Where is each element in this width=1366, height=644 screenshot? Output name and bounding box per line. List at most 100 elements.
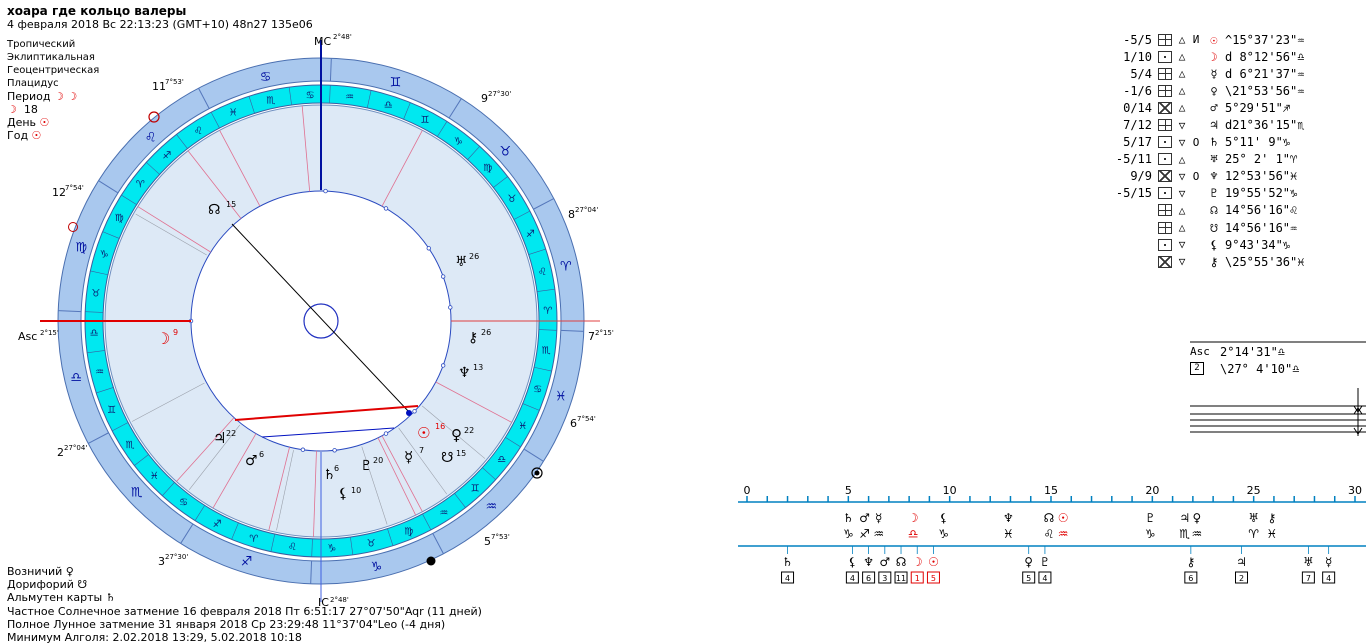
planet-icon: ☋	[1210, 220, 1218, 235]
chiron-icon: ⚷	[468, 330, 478, 346]
sun-icon: ☉	[31, 129, 42, 142]
house-box	[862, 571, 876, 584]
aspect-box-icon	[1158, 187, 1172, 200]
triangle-icon: △	[1178, 101, 1186, 115]
house-9-number: 9	[481, 92, 488, 105]
ruler-tick-label: 30	[1348, 484, 1362, 497]
position-value: d 6°21'37"	[1225, 66, 1298, 81]
day-row: День ☉	[7, 116, 99, 129]
pluto-icon: ♇	[360, 458, 373, 474]
settings-block: Тропический Эклиптикальная Геоцентрическ…	[7, 38, 99, 142]
house-2-row: 2 \27° 4'10" ♎	[1190, 360, 1299, 377]
decan-glyph-icon: ♋	[533, 384, 542, 395]
ruler-planet-icon: ☊	[1044, 511, 1055, 525]
chart-title: хоара где кольцо валеры	[7, 4, 187, 18]
sign-glyph-icon: ♐	[241, 555, 253, 570]
decan-glyph-icon: ♈	[543, 306, 552, 317]
asc-position: 2°14'31"	[1220, 344, 1278, 359]
moon-icon: ☽	[7, 103, 17, 116]
neptune-degree: 13	[473, 363, 483, 372]
triangle-icon: △	[1178, 203, 1186, 217]
position-ratio: -5/11	[1115, 152, 1152, 167]
position-value: ^15°37'23"	[1225, 32, 1298, 47]
decan-glyph-icon: ♒	[95, 367, 104, 378]
decan-glyph-icon: ♎	[497, 454, 506, 465]
house-box-number: 4	[1326, 574, 1331, 583]
ruler-tick-label: 20	[1145, 484, 1159, 497]
planet-icon: ♃	[1210, 118, 1218, 133]
triangle-icon: ▽	[1178, 255, 1186, 269]
sign-icon: ♒	[1297, 66, 1305, 81]
position-ratio: -5/15	[1115, 186, 1152, 201]
ruler-lower-planet-icon: ⚸	[848, 555, 857, 569]
mc-label: MC	[314, 35, 331, 48]
sign-icon: ♑	[1290, 186, 1298, 201]
sun-degree: 16	[435, 422, 445, 431]
house-5-degree: 7°53'	[491, 533, 510, 541]
house-6-degree: 7°54'	[577, 415, 596, 423]
sign-icon: ♈	[1290, 152, 1298, 167]
position-row: 1/10 △ ☽ d 8°12'56" ♎	[1100, 48, 1304, 65]
mc-degree: 2°48'	[333, 33, 352, 41]
triangle-icon: △	[1178, 50, 1186, 64]
lunar-eclipse: Полное Лунное затмение 31 января 2018 Ср…	[7, 617, 446, 631]
sign-glyph-icon: ♊	[390, 75, 402, 90]
mars-icon: ♂	[245, 453, 258, 469]
position-row: 0/14 △ ♂ 5°29'51" ♐	[1100, 99, 1304, 116]
ruler-planet-icon: ☿	[875, 511, 882, 525]
dorif-label: Дорифорий	[7, 578, 74, 592]
decan-glyph-icon: ♐	[213, 519, 222, 530]
ruler-planet-icon: ♐	[859, 527, 870, 541]
solar-eclipse: Частное Солнечное затмение 16 февраля 20…	[7, 604, 482, 618]
aspect-box-icon	[1158, 170, 1172, 183]
libra-icon: ♎	[1292, 361, 1300, 376]
position-mark: И	[1192, 33, 1200, 47]
ruler-planet-icon: ♒	[873, 527, 884, 541]
decan-glyph-icon: ♍	[404, 526, 413, 537]
decan-glyph-icon: ♋	[179, 498, 188, 509]
period-row: Период ☽ ☽	[7, 90, 99, 103]
degree-ruler: 0 5 10 15 20 25 30 ♄♑♂♐☿♒☽♎⚸♑♆♓☊♌☉♒♇♑♃♏♀♒♅♈⚷♓ …	[738, 484, 1366, 584]
day-label: День	[7, 116, 37, 129]
ruler-planet-icon: ♎	[908, 527, 919, 541]
position-value: d 8°12'56"	[1225, 49, 1298, 64]
decan-glyph-icon: ♒	[345, 92, 354, 103]
libra-icon: ♎	[1277, 344, 1286, 359]
house-box	[894, 571, 908, 584]
sign-separators	[58, 58, 584, 584]
sign-icon: ♓	[1297, 254, 1305, 269]
outer-marker	[426, 556, 436, 566]
decan-glyph-icon: ♍	[115, 213, 124, 224]
triangle-icon: △	[1178, 33, 1186, 47]
footer-block: Возничий ♀ Дорифорий ☋ Альмутен карты ♄ …	[7, 565, 482, 644]
house-2-degree: 27°04'	[64, 444, 87, 452]
aspect-box-icon	[1158, 33, 1172, 46]
position-ratio: 5/17	[1123, 135, 1152, 150]
triangle-icon: △	[1178, 221, 1186, 235]
uranus-icon: ♅	[455, 254, 468, 270]
south-node-degree: 15	[456, 449, 466, 458]
aspect-box-icon	[1158, 221, 1172, 234]
outer-marker	[148, 111, 160, 123]
ruler-planet-icon: ♈	[1248, 527, 1259, 541]
aspect-box-icon	[1158, 238, 1172, 251]
decan-glyph-icon: ♑	[327, 544, 336, 555]
algol-minimum: Минимум Алголя: 2.02.2018 13:29, 5.02.20…	[7, 631, 302, 644]
pluto-degree: 20	[373, 456, 383, 465]
decan-glyph-icon: ♐	[526, 229, 535, 240]
ruler-planet-icon: ♀	[1193, 511, 1202, 525]
venus-icon: ♀	[65, 565, 74, 578]
planet-icon: ♀	[1210, 83, 1218, 98]
position-row: ▽ ⚷ \25°55'36" ♓	[1100, 253, 1304, 270]
ruler-planet-icon: ♄	[843, 511, 854, 525]
decan-glyph-icon: ♓	[150, 471, 159, 482]
planet-icon: ☉	[1210, 32, 1218, 47]
setting-zodiac: Тропический	[7, 39, 76, 50]
sign-glyph-icon: ♎	[70, 370, 82, 385]
planet-icon: ☿	[1210, 66, 1218, 81]
sign-glyph-icon: ♈	[560, 260, 572, 275]
outer-marker	[531, 467, 543, 479]
planet-icon: ☊	[1210, 203, 1218, 218]
position-ratio: 0/14	[1123, 100, 1152, 115]
position-value: \25°55'36"	[1225, 254, 1298, 269]
